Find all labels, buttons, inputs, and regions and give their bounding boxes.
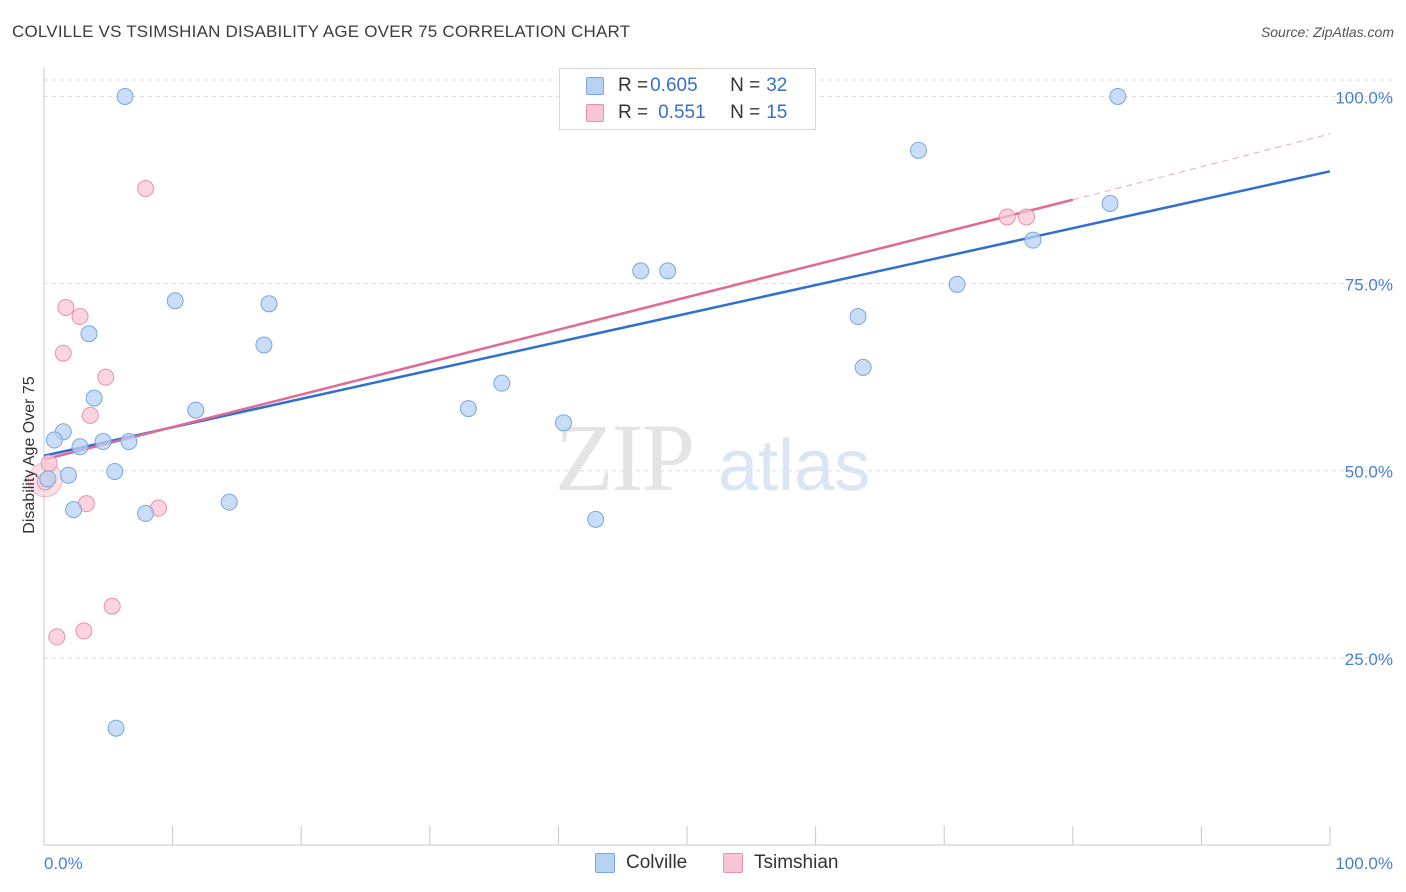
legend-r-value: 0.605 [650, 75, 698, 96]
legend-n-label: N = [730, 75, 761, 96]
y-tick-label: 75.0% [1345, 276, 1393, 295]
point-tsimshian [57, 299, 75, 317]
point-colville [39, 470, 57, 488]
point-tsimshian [1018, 208, 1036, 226]
point-colville [555, 414, 573, 432]
point-colville [632, 262, 650, 280]
legend-swatch-tsimshian [723, 853, 743, 873]
y-tick-label: 100.0% [1335, 88, 1393, 107]
legend-item-colville[interactable]: Colville [595, 852, 687, 874]
legend-item-tsimshian[interactable]: Tsimshian [723, 852, 838, 874]
point-colville [59, 466, 77, 484]
point-colville [107, 719, 125, 737]
point-colville [854, 358, 872, 376]
watermark: ZIP atlas [555, 404, 870, 511]
legend-row-tsimshian: R = 0.551 N = 15 [586, 101, 787, 125]
point-tsimshian [137, 180, 155, 198]
legend-n-value: 32 [766, 75, 788, 96]
legend-n-value: 15 [766, 102, 788, 123]
point-tsimshian [97, 368, 115, 386]
tick-labels: 25.0% 50.0% 75.0% 100.0% 0.0% 100.0% [44, 88, 1393, 873]
point-colville [849, 308, 867, 326]
point-colville [120, 433, 138, 451]
legend-r-value: 0.551 [658, 102, 706, 123]
grid-lines [44, 79, 1392, 659]
point-colville [71, 438, 89, 456]
point-colville [65, 501, 83, 519]
point-tsimshian [54, 344, 72, 362]
legend-swatch-colville [586, 77, 604, 95]
legend-row-colville: R = 0.605 N = 32 [586, 74, 787, 98]
y-tick-label: 25.0% [1345, 650, 1393, 669]
point-colville [948, 275, 966, 293]
series-legend: Colville Tsimshian [0, 852, 1406, 878]
stats-legend: R = 0.605 N = 32 R = 0.551 N = 15 [559, 68, 816, 130]
point-colville [137, 504, 155, 522]
legend-r-label: R = [618, 75, 649, 96]
point-colville [80, 325, 98, 343]
point-colville [659, 262, 677, 280]
point-colville [45, 431, 63, 449]
legend-label-tsimshian: Tsimshian [754, 852, 839, 873]
point-tsimshian [998, 208, 1016, 226]
point-colville [220, 493, 238, 511]
watermark-zip: ZIP [555, 404, 693, 511]
trend-line-tsimshian-extension [1072, 133, 1331, 201]
point-colville [166, 292, 184, 310]
point-colville [187, 401, 205, 419]
chart-title: COLVILLE VS TSIMSHIAN DISABILITY AGE OVE… [12, 22, 631, 41]
point-colville [85, 389, 103, 407]
point-colville [587, 510, 605, 528]
point-colville [909, 141, 927, 159]
legend-r-label: R = [618, 102, 649, 123]
point-colville [1109, 87, 1127, 105]
point-tsimshian [48, 628, 66, 646]
x-tick-label: 0.0% [44, 854, 83, 873]
source-label: Source: ZipAtlas.com [1260, 24, 1394, 40]
point-colville [255, 336, 273, 354]
y-tick-label: 50.0% [1345, 463, 1393, 482]
point-colville [260, 295, 278, 313]
point-tsimshian [81, 406, 99, 424]
point-colville [106, 462, 124, 480]
point-tsimshian [75, 622, 93, 640]
point-colville [1024, 231, 1042, 249]
point-tsimshian [103, 597, 121, 615]
trend-lines [43, 133, 1331, 461]
y-axis-label: Disability Age Over 75 [21, 376, 38, 534]
data-points [27, 87, 1127, 737]
legend-label-colville: Colville [626, 852, 688, 873]
point-colville [1101, 194, 1119, 212]
legend-swatch-colville [595, 853, 615, 873]
watermark-atlas: atlas [718, 426, 870, 506]
point-colville [116, 87, 134, 105]
point-tsimshian [71, 308, 89, 326]
point-colville [94, 433, 112, 451]
trend-line-colville [43, 170, 1331, 457]
x-tick-label: 100.0% [1335, 854, 1393, 873]
legend-n-label: N = [730, 102, 761, 123]
point-tsimshian [40, 454, 58, 472]
trend-line-tsimshian [43, 198, 1074, 461]
point-colville [493, 374, 511, 392]
point-colville [459, 400, 477, 418]
legend-swatch-tsimshian [586, 104, 604, 122]
